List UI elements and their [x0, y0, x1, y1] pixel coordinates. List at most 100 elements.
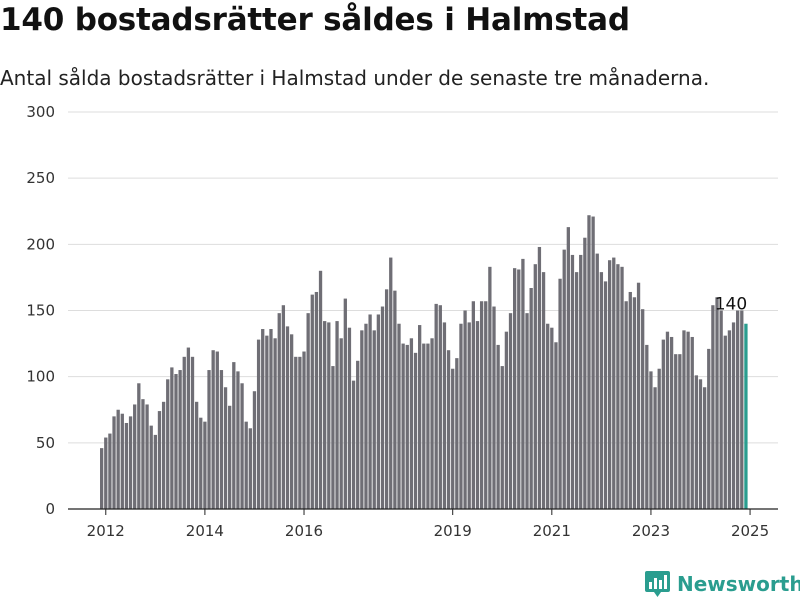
- newsworthy-logo[interactable]: Newsworthy: [644, 569, 800, 599]
- bar[interactable]: [459, 323, 463, 509]
- bar[interactable]: [690, 336, 694, 509]
- bar[interactable]: [244, 421, 248, 509]
- bar[interactable]: [422, 343, 426, 509]
- bar[interactable]: [405, 344, 409, 509]
- bar[interactable]: [740, 310, 744, 510]
- bar[interactable]: [591, 216, 595, 510]
- bar[interactable]: [356, 360, 360, 509]
- bar[interactable]: [723, 335, 727, 509]
- bar[interactable]: [719, 310, 723, 510]
- bar[interactable]: [521, 258, 525, 509]
- bar[interactable]: [256, 339, 261, 509]
- bar[interactable]: [347, 327, 352, 509]
- bar[interactable]: [612, 257, 616, 509]
- bar[interactable]: [116, 409, 120, 509]
- bar[interactable]: [389, 257, 393, 509]
- bar[interactable]: [327, 322, 331, 509]
- bar[interactable]: [281, 305, 286, 509]
- bar[interactable]: [471, 301, 475, 509]
- bar[interactable]: [736, 310, 740, 510]
- bar[interactable]: [678, 354, 682, 509]
- bar[interactable]: [157, 411, 162, 509]
- bar[interactable]: [550, 327, 554, 509]
- bar[interactable]: [149, 425, 153, 509]
- bar[interactable]: [698, 379, 703, 509]
- bar[interactable]: [479, 301, 484, 509]
- bar[interactable]: [240, 383, 244, 509]
- bar[interactable]: [170, 367, 174, 509]
- bar[interactable]: [496, 344, 500, 509]
- bar[interactable]: [665, 331, 670, 509]
- bar[interactable]: [182, 356, 186, 509]
- bar[interactable]: [492, 306, 496, 509]
- bar[interactable]: [104, 437, 108, 509]
- bar[interactable]: [426, 343, 430, 509]
- bar[interactable]: [137, 383, 141, 509]
- bar[interactable]: [248, 428, 252, 509]
- bar[interactable]: [517, 269, 521, 509]
- bar[interactable]: [277, 313, 281, 509]
- bar[interactable]: [508, 313, 513, 509]
- bar[interactable]: [228, 405, 232, 509]
- bar[interactable]: [641, 309, 645, 509]
- bar[interactable]: [529, 288, 533, 509]
- bar[interactable]: [265, 335, 269, 509]
- bar[interactable]: [579, 254, 583, 509]
- bar[interactable]: [186, 347, 191, 509]
- bar[interactable]: [413, 352, 418, 509]
- bar[interactable]: [455, 358, 459, 509]
- bar[interactable]: [128, 416, 133, 509]
- bar[interactable]: [384, 289, 389, 509]
- bar[interactable]: [100, 448, 104, 509]
- bar[interactable]: [682, 330, 686, 509]
- bar[interactable]: [657, 368, 661, 509]
- bar[interactable]: [194, 401, 199, 509]
- bar[interactable]: [442, 322, 447, 509]
- bar[interactable]: [372, 330, 376, 509]
- bar[interactable]: [558, 278, 562, 509]
- bar[interactable]: [566, 227, 570, 509]
- bar[interactable]: [715, 297, 719, 509]
- bar[interactable]: [574, 272, 579, 509]
- bar[interactable]: [153, 434, 157, 509]
- bar[interactable]: [624, 301, 628, 509]
- bar[interactable]: [199, 417, 203, 509]
- bar[interactable]: [488, 266, 492, 509]
- bar[interactable]: [223, 387, 228, 509]
- bar[interactable]: [339, 338, 343, 509]
- bar[interactable]: [438, 305, 442, 509]
- bar[interactable]: [632, 297, 637, 509]
- bar[interactable]: [310, 294, 314, 509]
- bar[interactable]: [261, 329, 265, 509]
- bar[interactable]: [603, 281, 608, 509]
- bar[interactable]: [616, 264, 620, 509]
- bar[interactable]: [124, 422, 129, 509]
- bar[interactable]: [430, 338, 434, 509]
- bar[interactable]: [133, 404, 137, 509]
- bar[interactable]: [380, 306, 385, 509]
- bar[interactable]: [669, 336, 674, 509]
- bar[interactable]: [269, 329, 273, 509]
- bar[interactable]: [500, 366, 504, 509]
- bar[interactable]: [166, 379, 170, 509]
- bar[interactable]: [686, 331, 690, 509]
- bar[interactable]: [463, 310, 467, 510]
- bar[interactable]: [207, 370, 211, 509]
- bar[interactable]: [620, 266, 624, 509]
- bar[interactable]: [570, 254, 575, 509]
- bar[interactable]: [484, 301, 488, 509]
- bar[interactable]: [393, 290, 397, 509]
- bar[interactable]: [599, 272, 604, 509]
- bar[interactable]: [368, 314, 372, 509]
- bar[interactable]: [731, 322, 736, 509]
- bar[interactable]: [467, 322, 471, 509]
- bar[interactable]: [587, 215, 591, 509]
- bar[interactable]: [108, 433, 112, 509]
- bar[interactable]: [203, 421, 207, 509]
- bar[interactable]: [711, 305, 715, 509]
- bar[interactable]: [364, 323, 368, 509]
- bar[interactable]: [215, 351, 219, 509]
- bar[interactable]: [645, 344, 649, 509]
- bar[interactable]: [289, 334, 294, 509]
- bar[interactable]: [161, 401, 166, 509]
